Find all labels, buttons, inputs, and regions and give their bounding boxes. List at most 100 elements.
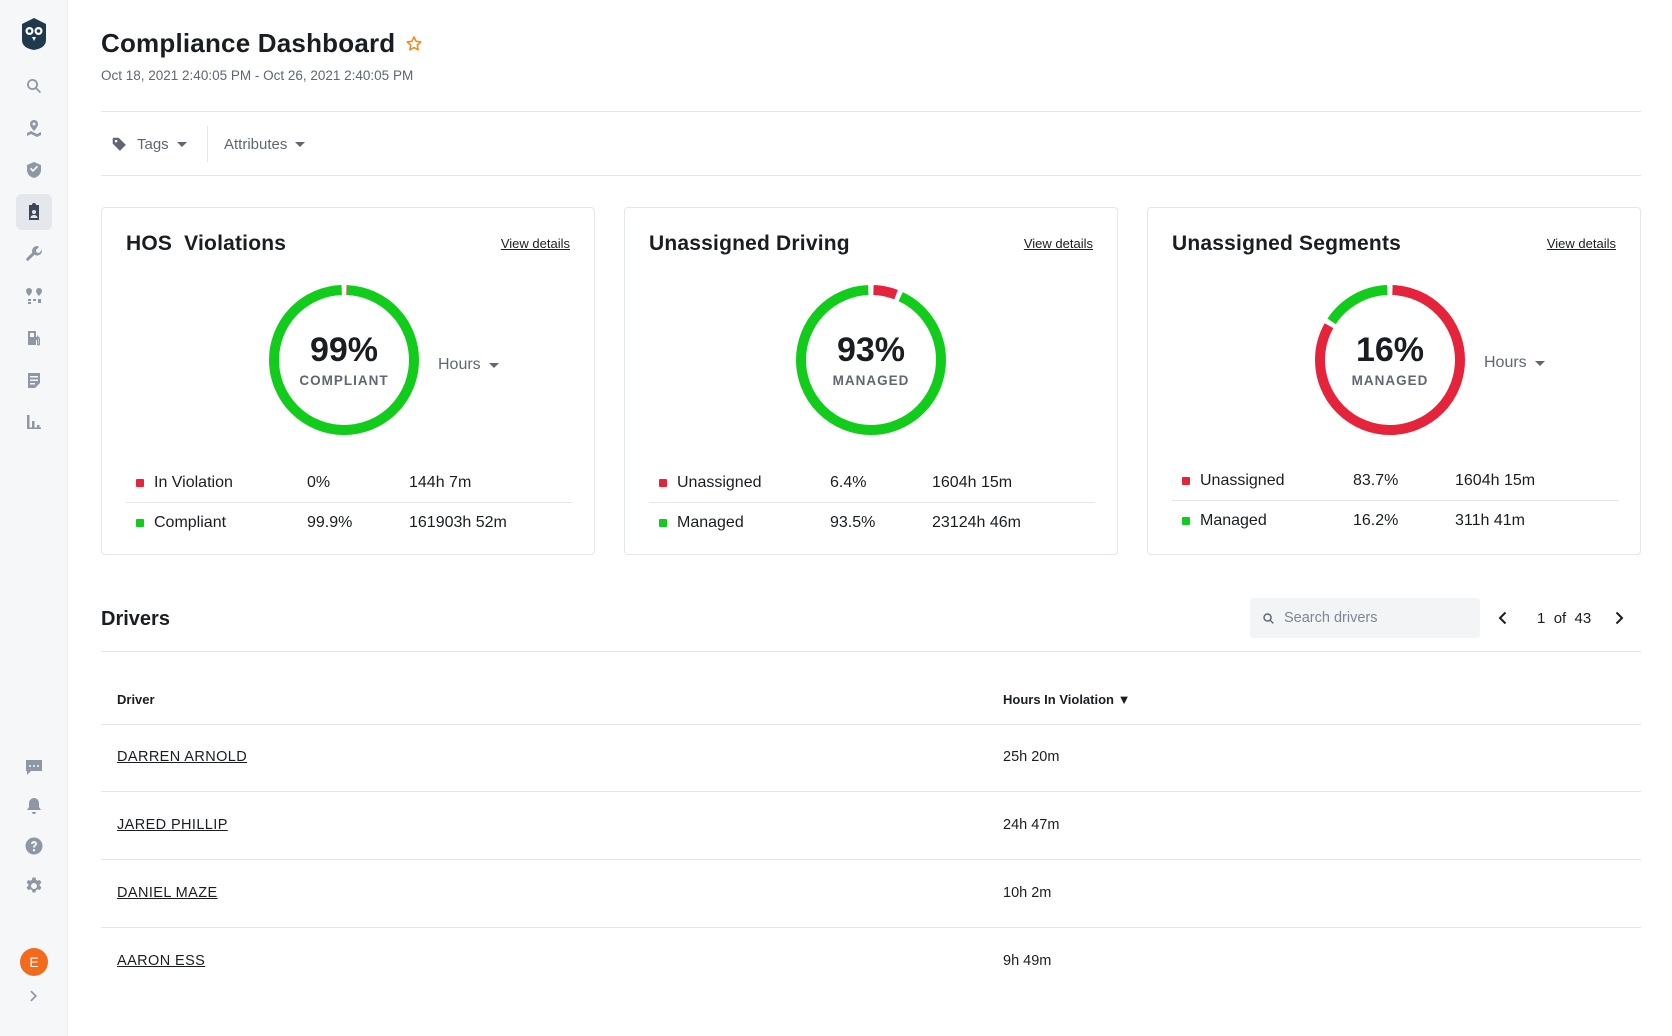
chevron-down-icon — [295, 141, 306, 147]
search-drivers-input[interactable]: Search drivers — [1250, 598, 1480, 638]
green-legend-dot — [659, 519, 667, 527]
search-placeholder: Search drivers — [1284, 610, 1378, 626]
legend-name: Unassigned — [1200, 471, 1285, 489]
red-legend-dot — [659, 478, 667, 487]
view-details-link[interactable]: View details — [1023, 236, 1093, 251]
green-ring-segment — [796, 285, 946, 435]
managed-donut-chart — [796, 285, 946, 435]
avatar[interactable]: E — [20, 948, 48, 976]
column-header-driver[interactable]: Driver — [117, 692, 155, 707]
divider — [101, 724, 1641, 725]
route-icon[interactable] — [16, 278, 52, 314]
help-icon[interactable] — [16, 828, 52, 864]
card-title: HOS Violations — [126, 232, 287, 255]
view-details-link[interactable]: View details — [500, 236, 570, 251]
attributes-label: Attributes — [224, 135, 288, 153]
chevron-left-icon[interactable] — [1493, 608, 1513, 628]
driver-link[interactable]: DANIEL MAZE — [117, 885, 218, 901]
main-content: Compliance Dashboard Oct 18, 2021 2:40:0… — [101, 0, 1641, 1036]
wrench-icon[interactable] — [16, 236, 52, 272]
legend-name: Unassigned — [677, 473, 762, 491]
unit-label: Hours — [438, 356, 481, 373]
green-legend-dot — [1182, 517, 1190, 525]
table-row: AARON ESS 9h 49m — [101, 929, 1641, 996]
red-ring-segment — [1315, 285, 1465, 435]
table-row: DARREN ARNOLD 25h 20m — [101, 725, 1641, 792]
donut-label: MANAGED — [832, 372, 910, 388]
legend-hours: 161903h 52m — [409, 514, 507, 531]
unit-label: Hours — [1484, 354, 1527, 371]
view-details-link[interactable]: View details — [1546, 236, 1616, 251]
legend-name: Managed — [677, 514, 744, 531]
gear-icon[interactable] — [16, 868, 52, 904]
bell-icon[interactable] — [16, 788, 52, 824]
tag-icon — [112, 137, 126, 151]
legend-row: Unassigned 6.4% 1604h 15m — [649, 463, 1095, 503]
legend-row: Managed 93.5% 23124h 46m — [649, 503, 1095, 543]
chevron-down-icon — [488, 362, 499, 368]
green-legend-dot — [136, 519, 144, 527]
legend-percent: 99.9% — [307, 514, 353, 531]
search-icon — [1263, 612, 1274, 624]
legend-row: Managed 16.2% 311h 41m — [1172, 501, 1618, 541]
pager-of: of — [1553, 610, 1567, 627]
driver-link[interactable]: AARON ESS — [117, 953, 206, 969]
donut-center: 99% COMPLIANT — [264, 280, 424, 440]
column-header-hours-in-violation[interactable]: Hours In Violation ▼ — [1003, 692, 1131, 707]
drivers-section-title: Drivers — [101, 608, 170, 630]
hours-in-violation: 24h 47m — [1003, 817, 1060, 833]
divider — [101, 111, 1641, 112]
hos-violations-card: HOS Violations View details 99% COMPLIAN… — [101, 207, 595, 555]
tags-label: Tags — [137, 135, 169, 153]
tags-filter-dropdown[interactable]: Tags — [111, 132, 187, 156]
map-pin-icon[interactable] — [16, 110, 52, 146]
document-icon[interactable] — [16, 362, 52, 398]
donut-label: MANAGED — [1351, 372, 1429, 388]
filter-bar: Tags Attributes — [101, 112, 1641, 176]
card-title: Unassigned Segments — [1172, 232, 1402, 255]
clipboard-badge-icon[interactable] — [16, 194, 52, 230]
red-legend-dot — [1182, 476, 1190, 485]
driver-link[interactable]: DARREN ARNOLD — [117, 749, 248, 765]
date-range: Oct 18, 2021 2:40:05 PM - Oct 26, 2021 2… — [101, 68, 414, 83]
page-title: Compliance Dashboard — [101, 28, 396, 58]
legend-row: Unassigned 83.7% 1604h 15m — [1172, 461, 1618, 501]
legend-percent: 6.4% — [830, 473, 867, 491]
card-title: Unassigned Driving — [649, 232, 850, 255]
chevron-right-icon[interactable] — [16, 978, 52, 1014]
legend-hours: 1604h 15m — [932, 473, 1013, 491]
donut-center: 93% MANAGED — [791, 280, 951, 440]
donut-label: COMPLIANT — [299, 372, 389, 388]
owl-logo-icon[interactable] — [18, 16, 50, 52]
table-row: DANIEL MAZE 10h 2m — [101, 861, 1641, 928]
managed-donut-chart — [1315, 285, 1465, 435]
chat-icon[interactable] — [16, 749, 52, 785]
unassigned-segments-card: Unassigned Segments View details 16% MAN… — [1147, 207, 1641, 555]
avatar-initial: E — [29, 954, 39, 970]
legend-hours: 144h 7m — [409, 473, 472, 491]
legend-percent: 16.2% — [1353, 512, 1399, 529]
driver-link[interactable]: JARED PHILLIP — [117, 817, 228, 833]
green-ring-segment — [269, 285, 419, 435]
legend-hours: 23124h 46m — [932, 514, 1021, 531]
filter-divider — [207, 126, 208, 162]
unit-dropdown[interactable]: Hours — [438, 356, 499, 374]
legend-row: In Violation 0% 144h 7m — [126, 463, 572, 503]
pager-total: 43 — [1574, 610, 1592, 627]
legend-name: Compliant — [154, 514, 227, 531]
shield-icon[interactable] — [16, 152, 52, 188]
fuel-icon[interactable] — [16, 320, 52, 356]
donut-percent: 93% — [836, 330, 906, 369]
donut-percent: 99% — [309, 330, 379, 369]
table-row: JARED PHILLIP 24h 47m — [101, 793, 1641, 860]
chevron-right-icon[interactable] — [1609, 608, 1629, 628]
unit-dropdown[interactable]: Hours — [1484, 354, 1545, 372]
search-icon[interactable] — [16, 68, 52, 104]
star-favorite-icon[interactable] — [405, 35, 423, 53]
hours-in-violation: 10h 2m — [1003, 885, 1052, 901]
bar-chart-icon[interactable] — [16, 404, 52, 440]
chevron-down-icon — [1534, 360, 1545, 366]
legend-name: Managed — [1200, 512, 1267, 529]
attributes-filter-dropdown[interactable]: Attributes — [224, 132, 306, 156]
legend-name: In Violation — [154, 473, 233, 491]
